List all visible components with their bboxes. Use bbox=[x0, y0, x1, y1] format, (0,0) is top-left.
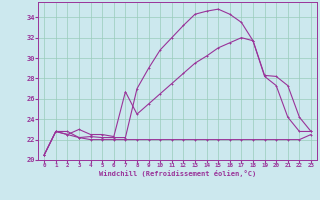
X-axis label: Windchill (Refroidissement éolien,°C): Windchill (Refroidissement éolien,°C) bbox=[99, 170, 256, 177]
